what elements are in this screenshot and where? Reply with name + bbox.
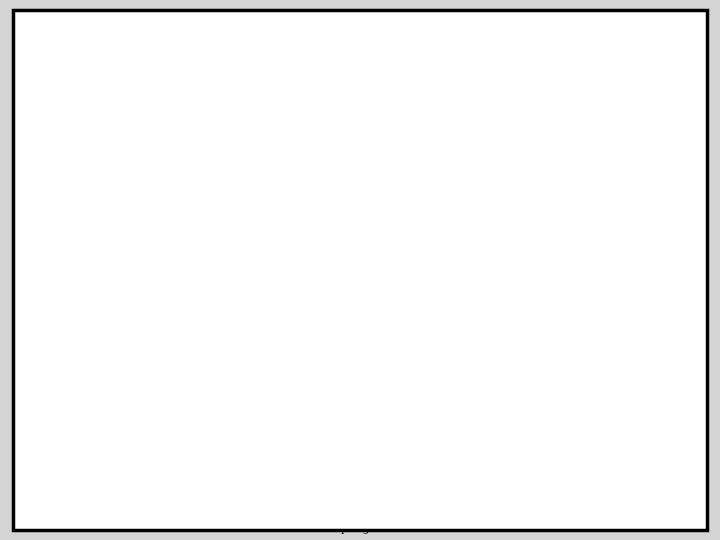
Text: s: s xyxy=(233,157,242,173)
Text: n: n xyxy=(565,135,577,152)
Text: Scalability: Scalability xyxy=(47,84,149,100)
Text: EECC756 - Shaaban: EECC756 - Shaaban xyxy=(459,496,652,514)
Bar xyxy=(433,492,689,525)
Text: of a machine for a given algorithm is: of a machine for a given algorithm is xyxy=(253,211,569,227)
Text: The scalability: The scalability xyxy=(76,211,203,227)
Text: Φ(s, n): Φ(s, n) xyxy=(192,211,256,227)
Text: •: • xyxy=(32,84,43,102)
Text: •: • xyxy=(32,184,43,201)
Text: defined as the ratio of the asymptotic speedup: defined as the ratio of the asymptotic s… xyxy=(76,231,472,248)
Bar xyxy=(27,401,110,416)
Text: S₁(s, n): S₁(s, n) xyxy=(367,252,436,268)
Text: A system architecture is scalable  if the system efficiency: A system architecture is scalable if the… xyxy=(76,113,558,130)
Text: EREW PRAM: EREW PRAM xyxy=(360,302,481,319)
Bar xyxy=(428,489,684,521)
Text: Capital Phi: Capital Phi xyxy=(37,403,100,413)
Text: Parallel System Scalability: Parallel System Scalability xyxy=(69,35,651,73)
Text: on the: on the xyxy=(478,231,536,248)
Text: and any size problem: and any size problem xyxy=(76,157,260,173)
Text: (very restrictive definition):: (very restrictive definition): xyxy=(139,84,388,100)
Text: (more formal, less restrictive):: (more formal, less restrictive): xyxy=(266,184,521,200)
Text: #24  lec #9  Spring2006  4-27-2006: #24 lec #9 Spring2006 4-27-2006 xyxy=(265,524,455,534)
Text: S(s,n): S(s,n) xyxy=(430,231,485,248)
Text: on the ideal realization of an: on the ideal realization of an xyxy=(360,267,594,284)
Text: $S_{\,I}(s,n) = \dfrac{T(s,1)}{T_{\,I}(s,n)}$: $S_{\,I}(s,n) = \dfrac{T(s,1)}{T_{\,I}(s… xyxy=(94,276,240,318)
Text: real machine to the asymptotic speedup: real machine to the asymptotic speedup xyxy=(76,252,418,268)
Text: $\Phi(s,n) = \dfrac{S(s,n)}{S_{\,I}(s,n)} = \dfrac{T_{\,I}(s,n)}{T(s,n)}$: $\Phi(s,n) = \dfrac{S(s,n)}{S_{\,I}(s,n)… xyxy=(101,355,349,401)
Text: E(s, n) = 1: E(s, n) = 1 xyxy=(76,135,174,152)
Text: Another Scalability Definition: Another Scalability Definition xyxy=(47,184,338,200)
Text: for all algorithms with any number of processors: for all algorithms with any number of pr… xyxy=(175,135,598,152)
